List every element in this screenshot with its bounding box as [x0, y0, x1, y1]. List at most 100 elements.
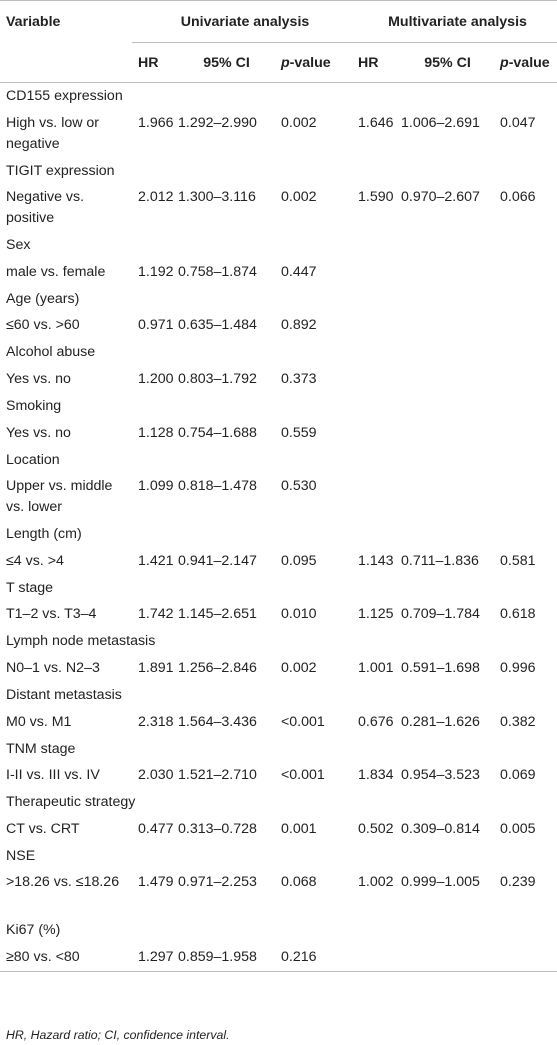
section-title: TIGIT expression — [6, 162, 115, 179]
uni-hr-cell: 1.479 — [138, 874, 174, 891]
section-row: Distant metastasis — [0, 682, 557, 709]
section-title: Ki67 (%) — [6, 921, 61, 938]
row-label: ≤4 vs. >4 — [6, 552, 64, 569]
mul-p-cell — [494, 473, 557, 521]
section-row: TIGIT expression — [0, 158, 557, 185]
mul-p-cell: 0.069 — [500, 767, 536, 784]
section-row: Smoking — [0, 393, 557, 420]
mul-p-cell: 0.581 — [500, 552, 536, 569]
uni-hr-cell: 0.971 — [138, 317, 174, 334]
uni-p-cell: 0.010 — [281, 606, 317, 623]
uni-ci-cell: 0.635–1.484 — [178, 317, 257, 334]
section-row: Age (years) — [0, 286, 557, 313]
row-label: >18.26 vs. ≤18.26 — [6, 874, 120, 891]
section-row: Length (cm) — [0, 521, 557, 548]
section-row: Therapeutic strategy — [0, 789, 557, 816]
mul-ci-cell: 0.954–3.523 — [401, 767, 480, 784]
uni-hr-cell: 1.891 — [138, 659, 174, 676]
uni-p-cell: 0.530 — [281, 478, 317, 495]
row-label: male vs. female — [6, 263, 106, 280]
section-title: T stage — [6, 579, 54, 596]
table-row: CT vs. CRT 0.477 0.313–0.728 0.001 0.502 0.30… — [0, 816, 557, 843]
header-p-rest: -value — [508, 54, 550, 71]
section-row: Location — [0, 447, 557, 474]
mul-p-cell — [494, 259, 557, 286]
mul-hr-cell — [352, 420, 395, 447]
uni-ci-cell: 0.803–1.792 — [178, 370, 257, 387]
section-title: Smoking — [6, 397, 62, 414]
uni-hr-cell: 2.030 — [138, 767, 174, 784]
mul-hr-cell — [352, 366, 395, 393]
uni-p-cell: 0.559 — [281, 424, 317, 441]
section-row: Lymph node metastasis — [0, 628, 557, 655]
uni-ci-cell: 1.256–2.846 — [178, 659, 257, 676]
uni-hr-cell: 1.297 — [132, 943, 174, 972]
mul-p-cell: 0.382 — [500, 713, 536, 730]
mul-ci-cell: 0.309–0.814 — [401, 820, 480, 837]
uni-p-cell: 0.447 — [281, 263, 317, 280]
mul-hr-cell — [352, 259, 395, 286]
uni-ci-cell: 0.859–1.958 — [172, 943, 275, 972]
uni-hr-cell: 1.192 — [138, 263, 174, 280]
section-title: Age (years) — [6, 290, 80, 307]
header-blank — [0, 42, 132, 83]
row-label: High vs. low or negative — [6, 114, 100, 152]
mul-hr-cell: 1.646 — [358, 114, 394, 131]
uni-ci-cell: 0.971–2.253 — [178, 874, 257, 891]
row-label: Upper vs. middle vs. lower — [6, 478, 113, 516]
mul-hr-cell — [352, 943, 396, 972]
row-label: N0–1 vs. N2–3 — [6, 659, 100, 676]
mul-p-cell: 0.618 — [500, 606, 536, 623]
section-title: NSE — [6, 847, 36, 864]
uni-ci-cell: 0.754–1.688 — [178, 424, 257, 441]
section-title: Length (cm) — [6, 526, 82, 543]
mul-ci-cell: 0.999–1.005 — [401, 874, 480, 891]
uni-ci-cell: 1.145–2.651 — [178, 606, 257, 623]
table-row: N0–1 vs. N2–3 1.891 1.256–2.846 0.002 1.001 0… — [0, 655, 557, 682]
mul-ci-cell — [395, 943, 495, 972]
mul-ci-cell: 0.970–2.607 — [401, 189, 480, 206]
header-uni-p: p-value — [275, 42, 353, 83]
header-uni-ci: 95% CI — [172, 42, 275, 83]
header-variable: Variable — [6, 13, 61, 30]
uni-p-cell: <0.001 — [281, 767, 325, 784]
uni-hr-cell: 1.128 — [138, 424, 174, 441]
header-mul-hr: HR — [352, 42, 396, 83]
mul-ci-cell — [395, 473, 494, 521]
table-row: Negative vs. positive 2.012 1.300–3.116 0.0… — [0, 184, 557, 232]
table-row: T1–2 vs. T3–4 1.742 1.145–2.651 0.010 1.125 0… — [0, 601, 557, 628]
uni-p-cell: 0.216 — [275, 943, 353, 972]
table-row: ≥80 vs. <80 1.297 0.859–1.958 0.216 — [0, 943, 557, 972]
header-mul-p: p-value — [494, 42, 557, 83]
uni-p-cell: 0.002 — [281, 189, 317, 206]
table-row: M0 vs. M1 2.318 1.564–3.436 <0.001 0.676 0.28… — [0, 709, 557, 736]
row-label: Yes vs. no — [6, 424, 71, 441]
header-row-top: Variable Univariate analysis Multivariat… — [0, 0, 557, 43]
mul-p-cell — [494, 366, 557, 393]
uni-hr-cell: 2.012 — [138, 189, 174, 206]
uni-hr-cell: 1.742 — [138, 606, 174, 623]
header-p-italic: p — [281, 54, 290, 71]
section-row: Ki67 (%) — [0, 917, 557, 944]
mul-hr-cell: 1.125 — [358, 606, 394, 623]
header-row-sub: HR 95% CI p-value HR 95% CI p-value — [0, 42, 557, 83]
mul-hr-cell: 1.834 — [358, 767, 394, 784]
uni-p-cell: 0.001 — [281, 820, 317, 837]
mul-p-cell — [494, 943, 557, 972]
uni-ci-cell: 0.313–0.728 — [178, 820, 257, 837]
row-label: I-II vs. III vs. IV — [6, 767, 100, 784]
mul-p-cell: 0.005 — [500, 820, 536, 837]
mul-hr-cell: 1.001 — [358, 659, 394, 676]
mul-ci-cell — [395, 366, 494, 393]
header-uni-hr: HR — [132, 42, 172, 83]
section-row: Sex — [0, 232, 557, 259]
uni-ci-cell: 1.521–2.710 — [178, 767, 257, 784]
section-title: Distant metastasis — [6, 686, 122, 703]
table-row: Yes vs. no 1.128 0.754–1.688 0.559 — [0, 420, 557, 447]
mul-p-cell — [494, 312, 557, 339]
header-mul-ci: 95% CI — [395, 42, 495, 83]
section-title: Alcohol abuse — [6, 344, 96, 361]
section-title: Therapeutic strategy — [6, 794, 136, 811]
mul-hr-cell: 0.502 — [358, 820, 394, 837]
